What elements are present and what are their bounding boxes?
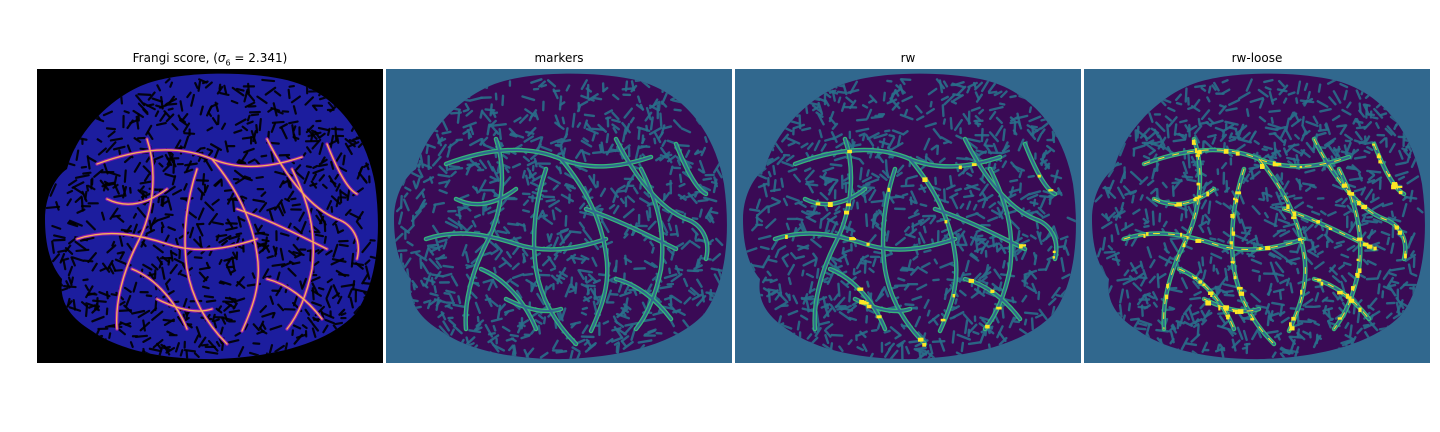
- frangi-image: [37, 69, 383, 363]
- rw-loose-image-panel: [1084, 69, 1430, 363]
- markers-image: [386, 69, 732, 363]
- panel-title-rw: rw: [900, 51, 916, 65]
- markers-image-panel: [386, 69, 732, 363]
- rw-image-panel: [735, 69, 1081, 363]
- rw-image: [735, 69, 1081, 363]
- panel-title-rw-loose: rw-loose: [1231, 51, 1283, 65]
- frangi-image-panel: [37, 69, 383, 363]
- panel-title-markers: markers: [534, 51, 584, 65]
- panel-title-frangi: Frangi score, (σ6 = 2.341): [132, 51, 288, 68]
- rw-loose-image: [1084, 69, 1430, 363]
